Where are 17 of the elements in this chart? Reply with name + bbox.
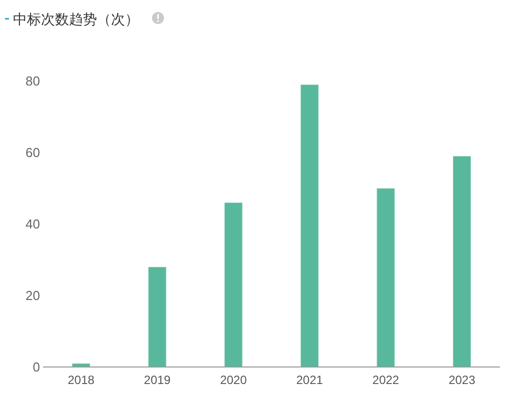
bar xyxy=(452,156,472,368)
y-tick-label: 0 xyxy=(32,360,40,375)
x-tick-label: 2020 xyxy=(220,373,248,387)
x-tick-label: 2022 xyxy=(372,373,400,387)
y-tick-label: 60 xyxy=(26,145,40,160)
bar xyxy=(148,266,167,368)
y-tick-label: 40 xyxy=(26,216,40,232)
chart-title: 中标次数趋势（次） xyxy=(13,11,139,27)
x-tick-label: 2019 xyxy=(144,373,171,387)
bar xyxy=(376,188,396,368)
x-tick-label: 2018 xyxy=(68,373,95,387)
x-tick-label: 2021 xyxy=(296,373,324,387)
y-tick-label: 80 xyxy=(26,74,40,89)
bar xyxy=(224,202,243,368)
y-tick-label: 20 xyxy=(26,288,40,304)
bar xyxy=(300,84,320,368)
x-tick-label: 2023 xyxy=(448,373,476,387)
